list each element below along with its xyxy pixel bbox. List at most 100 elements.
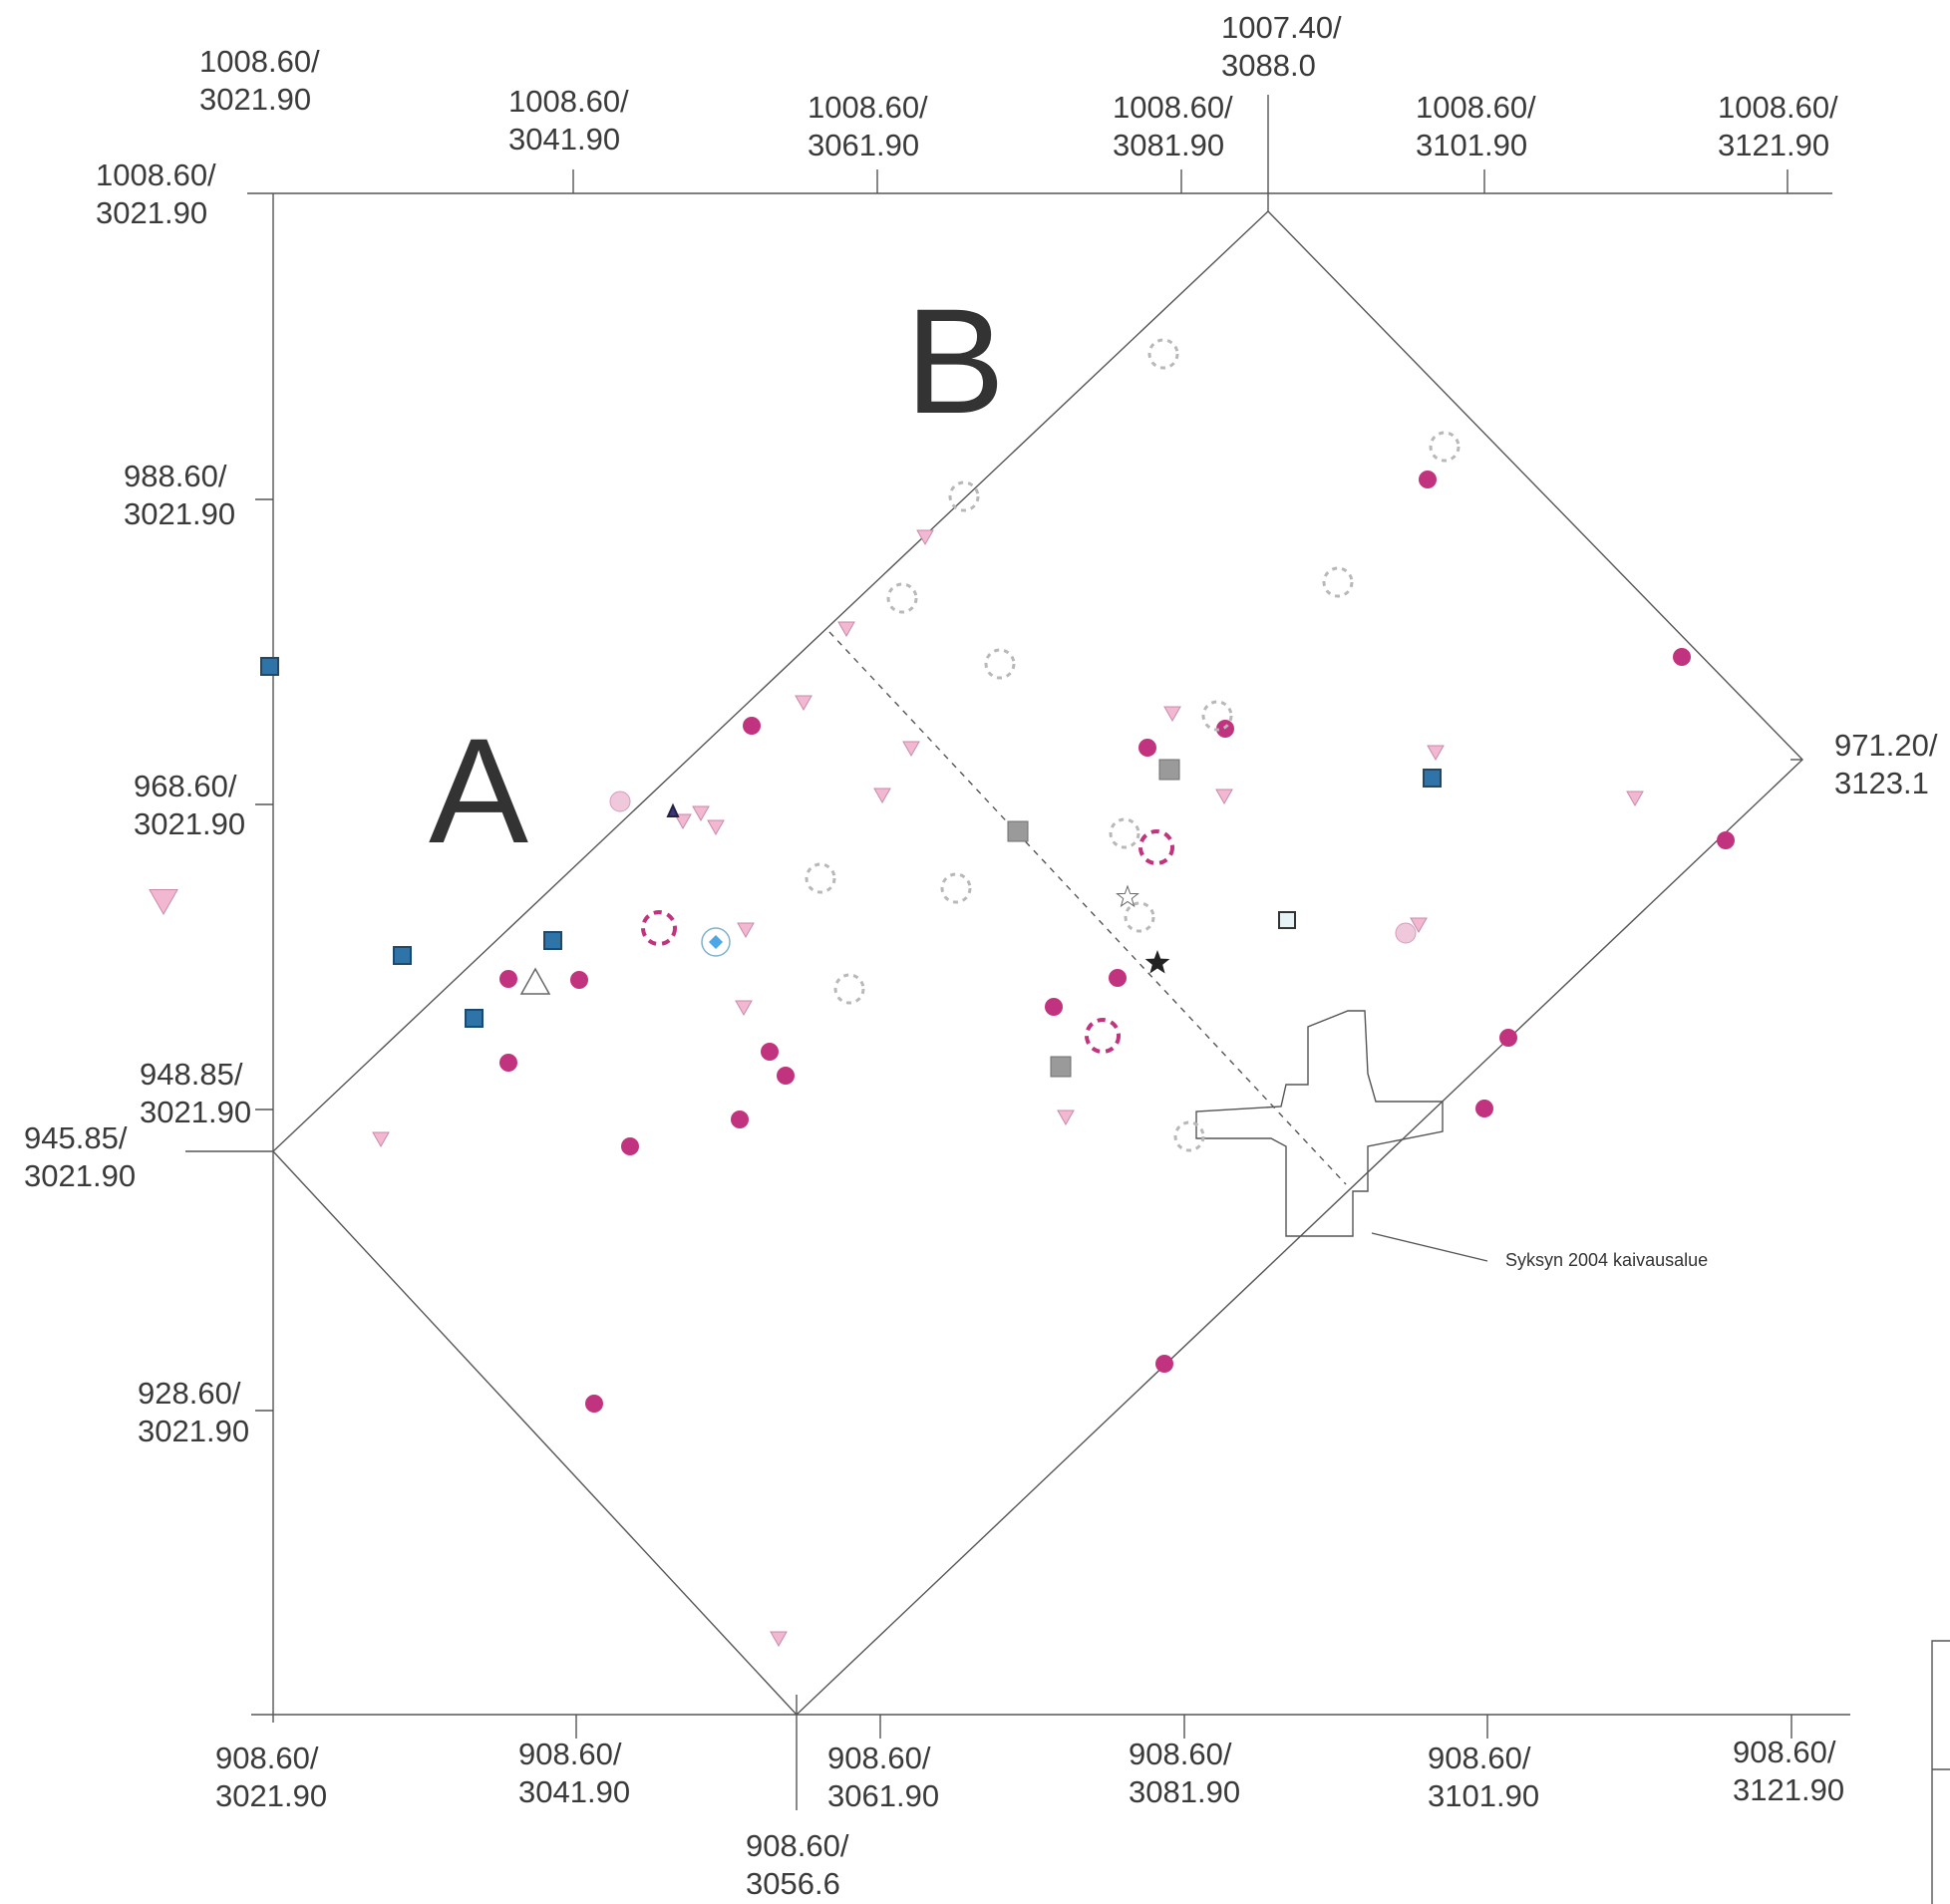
navy-triangle-find (666, 802, 680, 817)
autumn-2004-excavation-area (1195, 1010, 1444, 1237)
magenta-dot-find (499, 970, 517, 988)
dashed-magenta-circle-find (1138, 829, 1174, 865)
magenta-dot-find (1475, 1100, 1493, 1117)
outline-triangle-find (519, 967, 551, 995)
find-symbols (149, 338, 1735, 1648)
pink-triangle-find (1057, 1110, 1075, 1126)
magenta-dot-find (585, 1395, 603, 1413)
dashed-gray-circle-find (833, 973, 865, 1005)
left-coord-label: 988.60/3021.90 (124, 459, 235, 531)
bottom-coordinate-labels: 908.60/3021.90 908.60/3041.90 908.60/306… (215, 1735, 1844, 1901)
outline-star-find (1116, 884, 1139, 908)
pink-triangle-find (873, 788, 891, 804)
top-coordinate-labels: 1008.60/3021.90 1008.60/3041.90 1008.60/… (96, 10, 1838, 230)
left-coord-label: 928.60/3021.90 (138, 1376, 249, 1448)
excavation-leader-line (1371, 1232, 1488, 1262)
light-square-find (1278, 911, 1296, 929)
gray-square-find (1158, 759, 1180, 781)
black-star-find (1144, 950, 1170, 974)
left-coord-label: 945.85/3021.90 (24, 1120, 136, 1193)
magenta-dot-find (1717, 831, 1735, 849)
left-coordinate-labels: 988.60/3021.90 968.60/3021.90 948.85/302… (24, 459, 251, 1448)
dashed-gray-circle-find (886, 582, 918, 614)
magenta-dot-find (621, 1137, 639, 1155)
magenta-dot-find (570, 971, 588, 989)
pink-triangle-find (902, 741, 920, 758)
dashed-gray-circle-find (1109, 817, 1140, 849)
dashed-gray-circle-find (1322, 566, 1354, 598)
top-coord-label: 1008.60/3121.90 (1718, 90, 1838, 162)
legend-box-edge (1931, 1640, 1950, 1904)
magenta-dot-find (743, 717, 761, 735)
pink-triangle-find (837, 621, 855, 638)
gray-square-find (1007, 820, 1029, 842)
magenta-dot-find (1109, 969, 1127, 987)
grid-frame (185, 95, 1850, 1810)
blue-square-find (465, 1009, 484, 1028)
top-coord-label: 1008.60/3081.90 (1113, 90, 1233, 162)
excavation-boundary (272, 210, 1803, 1716)
pink-triangle-find (674, 813, 692, 830)
left-coord-label: 948.85/3021.90 (140, 1057, 251, 1129)
dashed-magenta-circle-find (641, 910, 677, 946)
dashed-magenta-circle-find (1085, 1018, 1121, 1054)
dashed-gray-circle-find (940, 872, 972, 904)
pink-triangle-find (1410, 917, 1428, 934)
top-coord-label: 1008.60/3101.90 (1416, 90, 1536, 162)
bottom-coord-label: 908.60/3081.90 (1129, 1737, 1240, 1809)
magenta-dot-find (1499, 1029, 1517, 1047)
pink-triangle-find (1215, 789, 1233, 805)
dashed-gray-circle-find (984, 648, 1016, 680)
dashed-gray-circle-find (1173, 1120, 1205, 1152)
right-coord-label: 971.20/3123.1 (1834, 728, 1938, 800)
top-coord-label: 1008.60/3041.90 (508, 84, 629, 157)
left-coord-label: 968.60/3021.90 (134, 769, 245, 841)
pink-triangle-find (707, 819, 725, 836)
pink-triangle-find (1626, 791, 1644, 807)
area-label-a: A (429, 707, 528, 874)
pink-triangle-find (916, 529, 934, 546)
dashed-gray-circle-find (805, 862, 836, 894)
bottom-coord-label: 908.60/3041.90 (518, 1737, 630, 1809)
magenta-dot-find (1138, 739, 1156, 757)
bottom-coord-label: 908.60/3061.90 (827, 1741, 939, 1813)
magenta-dot-find (1045, 998, 1063, 1016)
dashed-gray-circle-find (1147, 338, 1179, 370)
dashed-gray-circle-find (1429, 431, 1461, 463)
top-coord-label: 1007.40/3088.0 (1221, 10, 1342, 83)
bottom-coord-label: 908.60/3056.6 (746, 1828, 849, 1901)
magenta-dot-find (1419, 471, 1437, 488)
dashed-gray-circle-find (948, 480, 980, 512)
bottom-coord-label: 908.60/3121.90 (1733, 1735, 1844, 1807)
dashed-gray-circle-find (1124, 901, 1155, 933)
blue-square-find (260, 657, 279, 676)
pink-triangle-find (692, 805, 710, 822)
area-divider-line (828, 631, 1347, 1185)
gray-square-find (1050, 1056, 1072, 1078)
magenta-dot-find (777, 1067, 795, 1085)
magenta-dot-find (499, 1054, 517, 1072)
pink-triangle-find (149, 889, 178, 916)
magenta-dot-find (1673, 648, 1691, 666)
magenta-dot-find (1155, 1355, 1173, 1373)
pink-triangle-find (1427, 745, 1445, 762)
excavation-note: Syksyn 2004 kaivausalue (1505, 1250, 1708, 1270)
pink-triangle-find (795, 695, 812, 712)
magenta-dot-find (731, 1111, 749, 1128)
pink-triangle-find (737, 922, 755, 939)
bottom-coord-label: 908.60/3101.90 (1428, 1741, 1539, 1813)
pink-triangle-find (770, 1631, 788, 1648)
pink-triangle-find (1163, 706, 1181, 723)
top-coord-label: 1008.60/3021.90 (199, 44, 320, 117)
corner-coord-label: 1008.60/3021.90 (96, 158, 216, 230)
bottom-coord-label: 908.60/3021.90 (215, 1741, 327, 1813)
magenta-dot-find (761, 1043, 779, 1061)
dashed-gray-circle-find (1201, 700, 1233, 732)
top-coord-label: 1008.60/3061.90 (808, 90, 928, 162)
pink-triangle-find (372, 1131, 390, 1148)
pale-pink-circle-find (609, 791, 631, 812)
area-label-b: B (905, 277, 1005, 445)
diamond-circle-find (709, 935, 723, 949)
blue-square-find (393, 946, 412, 965)
